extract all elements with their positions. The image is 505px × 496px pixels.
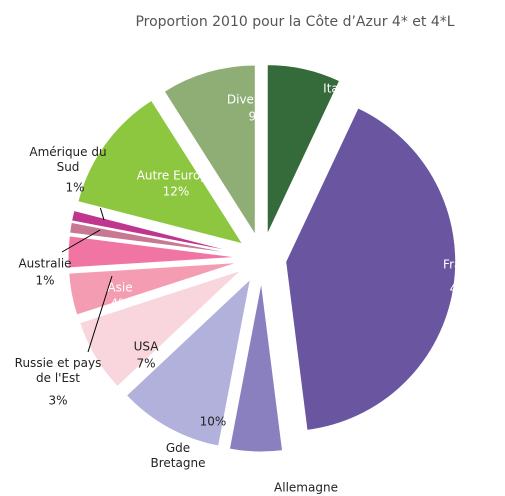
chart-title: Proportion 2010 pour la Côte d’Azur 4* e… (135, 14, 455, 30)
slice-value-label: 1% (65, 180, 85, 195)
slice-value-label: 1% (35, 273, 55, 288)
pie-slice (69, 221, 239, 255)
slice-name: Russie et pays de l'Est (14, 356, 102, 385)
pie-slice (228, 281, 284, 453)
slice-value-label: 3% (48, 393, 68, 408)
slice-name: Gde Bretagne (150, 441, 206, 470)
slice-value-label: 9% (248, 109, 268, 124)
slice-value-label: 10% (199, 414, 227, 429)
pie-slice (79, 269, 242, 388)
slice-name: Asie (107, 280, 133, 295)
leader-line (61, 229, 101, 253)
slice-value-label: 7% (328, 98, 348, 113)
leader-line (87, 275, 113, 353)
slice-name: Divers (226, 92, 266, 107)
pie-slice (67, 235, 239, 269)
pie-slice (285, 107, 457, 431)
pie-slice (71, 209, 239, 254)
pie-slice (266, 64, 341, 235)
pie-slice (125, 277, 252, 447)
slice-name: Amérique du Sud (29, 145, 107, 174)
pie-slice (77, 99, 244, 245)
pie-slice (68, 261, 239, 316)
slice-name: Allemagne (274, 480, 338, 495)
slice-value-label: 41% (449, 281, 477, 296)
pie-slice (163, 64, 256, 237)
slice-name: Italie (323, 81, 353, 96)
slice-value-label: 5% (286, 447, 306, 462)
slice-name: Autre Europe (136, 168, 216, 183)
slice-name: France (443, 257, 483, 272)
slice-name: Australie (18, 256, 72, 271)
slice-value-label: 4% (110, 296, 130, 311)
slice-value-label: 7% (136, 356, 156, 371)
slice-name: USA (133, 339, 159, 354)
slice-value-label: 12% (162, 184, 190, 199)
